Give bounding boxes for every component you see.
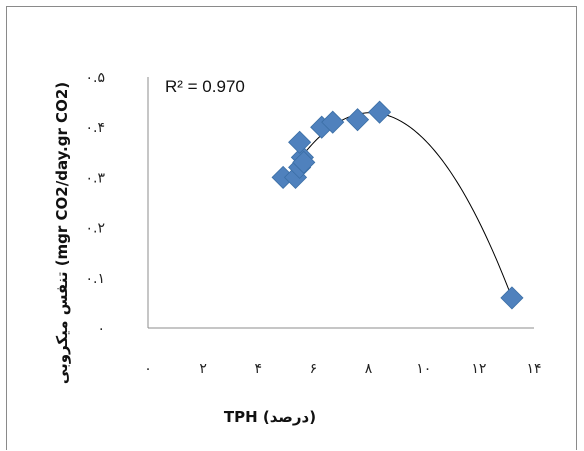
- y-tick-label: ۰: [97, 321, 105, 337]
- data-point: [288, 130, 312, 154]
- x-tick-label: ۱۰: [416, 361, 431, 377]
- x-tick-label: ۴: [255, 361, 263, 377]
- y-axis-title: تنفس میکروبی (mgr CO2/day.gr CO2): [53, 82, 71, 384]
- y-tick-label: ۰.۵: [86, 70, 106, 86]
- x-tick-label: ۱۴: [526, 361, 541, 377]
- y-tick-label: ۰.۴: [86, 120, 106, 136]
- data-point: [292, 150, 316, 174]
- x-tick-label: ۸: [365, 361, 373, 377]
- r-squared-annotation: R² = 0.970: [165, 77, 245, 96]
- x-tick-label: ۰: [144, 361, 152, 377]
- y-tick-label: ۰.۲: [86, 221, 106, 237]
- chart-frame: ۰ ۲ ۴ ۶ ۸ ۱۰ ۱۲ ۱۴ ۰ ۰.۱ ۰.۲ ۰.۳ ۰.۴ ۰.۵ R² = 0.970 …: [6, 6, 577, 450]
- x-tick-label: ۱۲: [471, 361, 486, 377]
- data-points: [271, 100, 524, 310]
- data-point: [345, 108, 370, 132]
- y-tick-label: ۰.۱: [86, 271, 106, 287]
- scatter-chart: ۰ ۲ ۴ ۶ ۸ ۱۰ ۱۲ ۱۴ ۰۰.۱۰.۲۰.۳۰.۴۰.۵ R² = 0.970 …: [53, 70, 542, 426]
- y-tick-labels: ۰ ۰.۱ ۰.۲ ۰.۳ ۰.۴ ۰.۵: [86, 70, 106, 337]
- y-tick-label: ۰.۳: [86, 170, 106, 186]
- axes: [147, 77, 534, 329]
- data-point: [500, 286, 524, 310]
- x-tick-labels: ۰ ۲ ۴ ۶ ۸ ۱۰ ۱۲ ۱۴: [144, 361, 541, 377]
- data-point: [321, 110, 345, 134]
- x-axis-title: TPH (درصد): [224, 408, 316, 426]
- data-point: [368, 100, 392, 124]
- x-tick-label: ۲: [199, 361, 207, 377]
- trendline: [285, 112, 510, 291]
- x-tick-label: ۶: [310, 361, 318, 377]
